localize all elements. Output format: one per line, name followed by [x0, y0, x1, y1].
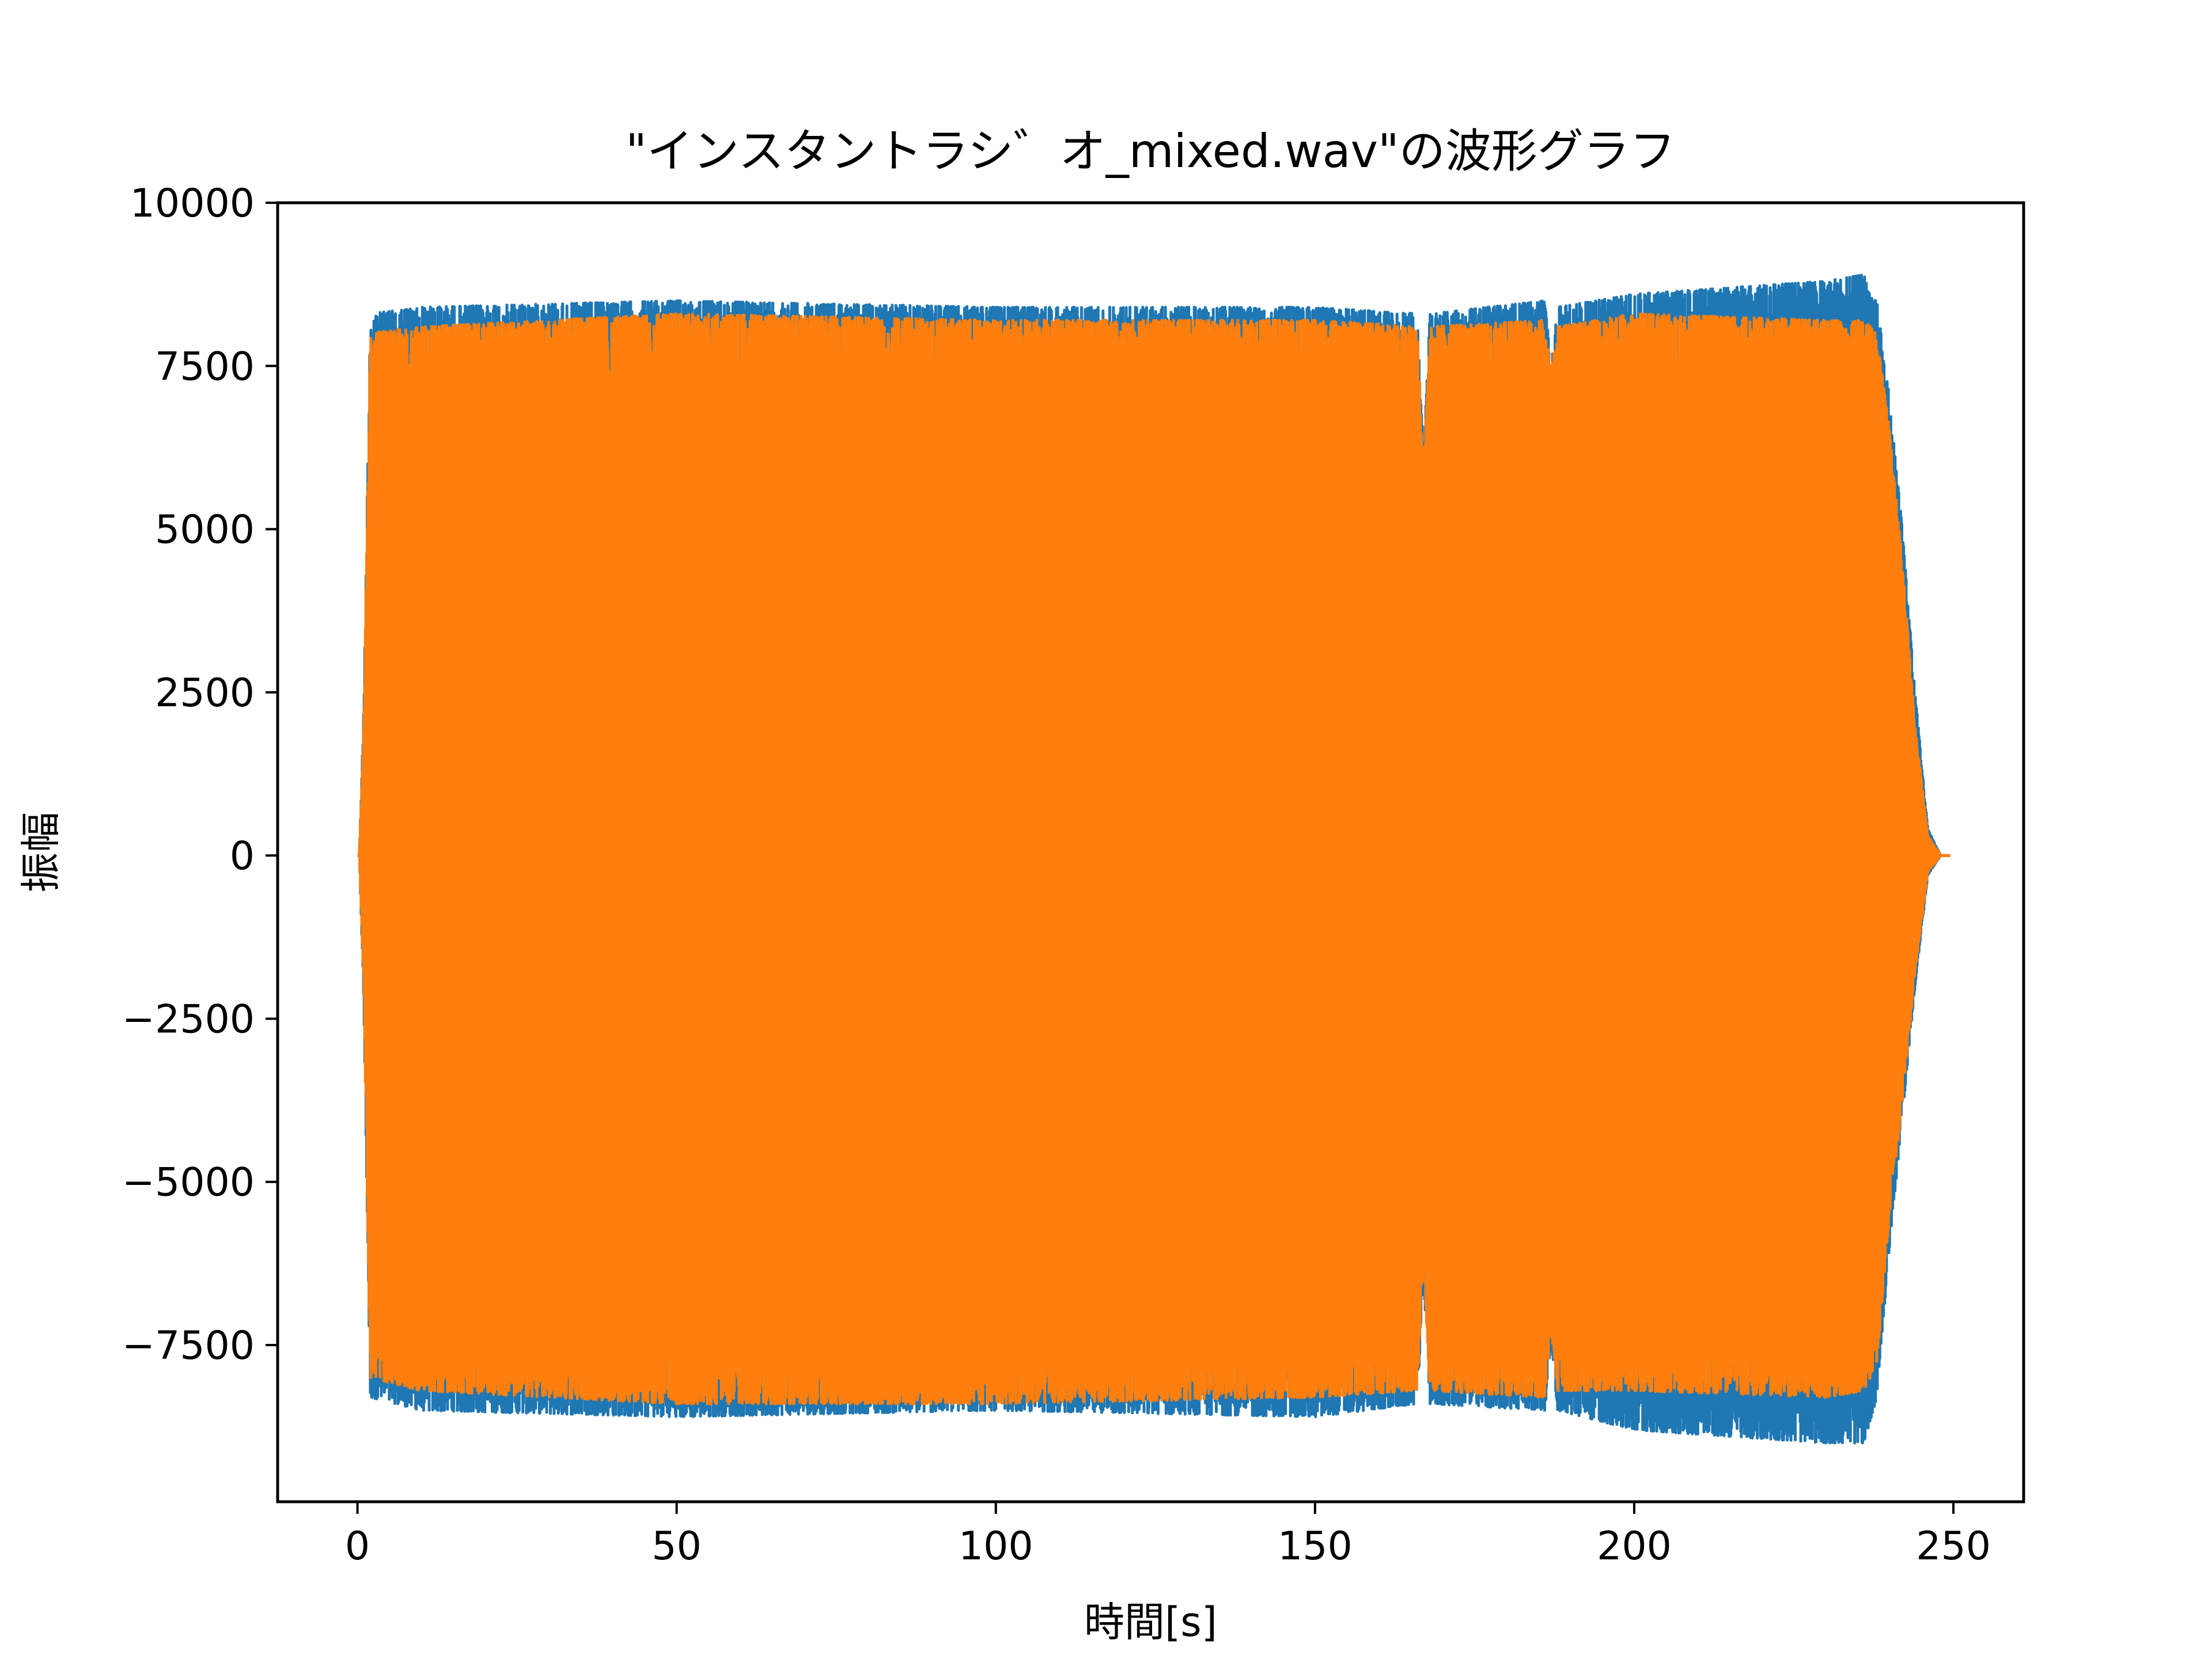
axes-frame	[276, 201, 2025, 1503]
x-tick-label: 200	[1597, 1524, 1672, 1569]
y-tick-label: 2500	[155, 671, 255, 716]
ticks: 0 50 100 150 200 250 10000 7500 5000 2500 0 −2500 −5…	[122, 181, 1991, 1569]
y-axis-label: 振幅	[17, 812, 65, 893]
x-tick-label: 0	[345, 1524, 370, 1569]
y-tick-label: 10000	[130, 181, 255, 226]
x-tick-label: 150	[1278, 1524, 1353, 1569]
chart-title: "インスタントラシ゛オ_mixed.wav"の波形グラフ	[626, 124, 1676, 178]
x-tick-label: 250	[1916, 1524, 1991, 1569]
plot-area	[357, 274, 1951, 1445]
x-tick-label: 50	[652, 1524, 702, 1569]
x-tick-label: 100	[959, 1524, 1033, 1569]
waveform-series-2	[357, 312, 1951, 1406]
y-tick-label: −5000	[122, 1160, 255, 1206]
y-tick-label: −7500	[122, 1323, 255, 1369]
y-tick-label: 7500	[155, 344, 255, 389]
y-tick-label: −2500	[122, 997, 255, 1042]
y-tick-label: 5000	[155, 507, 255, 553]
x-axis-label: 時間[s]	[1084, 1599, 1217, 1646]
y-tick-label: 0	[230, 834, 255, 879]
